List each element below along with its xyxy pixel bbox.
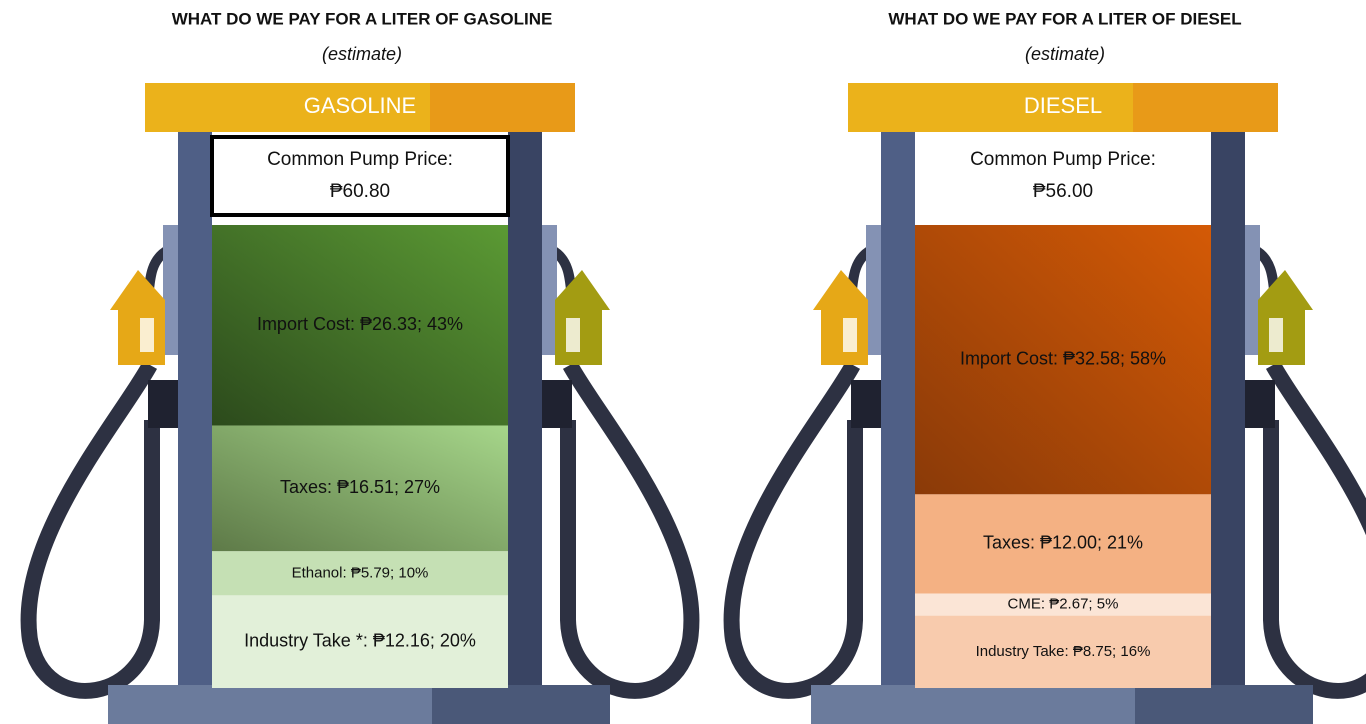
side-plate <box>541 225 557 355</box>
segment-label: Taxes: ₱12.00; 21% <box>983 533 1143 553</box>
pump-base <box>811 685 1135 724</box>
pump-header <box>1133 83 1278 132</box>
price-caption: Common Pump Price: <box>970 149 1156 170</box>
pump-column <box>508 130 542 690</box>
nozzle-grip <box>566 318 580 352</box>
segment-label: Industry Take *: ₱12.16; 20% <box>244 630 476 650</box>
pump-column <box>1211 130 1245 690</box>
pump-column <box>881 130 915 690</box>
hose <box>1271 365 1366 691</box>
hose <box>568 365 691 691</box>
pump-column <box>178 130 212 690</box>
hose <box>732 365 855 691</box>
pump-base <box>1135 685 1313 724</box>
infographic: GASOLINE WHAT DO WE PAY FOR A LITER OF GA… <box>0 0 1366 724</box>
price-label: ₱56.00 <box>1033 181 1093 202</box>
nozzle-grip <box>140 318 154 352</box>
price-caption: Common Pump Price: <box>267 149 453 170</box>
segment-label: Import Cost: ₱32.58; 58% <box>960 348 1166 368</box>
holder <box>540 380 572 428</box>
holder <box>851 380 883 428</box>
chart-title: WHAT DO WE PAY FOR A LITER OF DIESEL <box>888 9 1241 28</box>
pump-header <box>430 83 575 132</box>
nozzle <box>555 270 610 365</box>
side-plate <box>163 225 179 355</box>
chart-subtitle: (estimate) <box>322 44 402 64</box>
chart-title: WHAT DO WE PAY FOR A LITER OF GASOLINE <box>172 9 553 28</box>
side-plate <box>866 225 882 355</box>
nozzle <box>813 270 868 365</box>
segment-label: Industry Take: ₱8.75; 16% <box>976 643 1151 660</box>
segment-label: Import Cost: ₱26.33; 43% <box>257 314 463 334</box>
hose <box>29 365 152 691</box>
pump-header-label: DIESEL <box>1024 93 1102 118</box>
side-plate <box>1244 225 1260 355</box>
holder <box>1243 380 1275 428</box>
chart-subtitle: (estimate) <box>1025 44 1105 64</box>
segment-label: Ethanol: ₱5.79; 10% <box>292 564 429 581</box>
pump-base <box>108 685 432 724</box>
pump-base <box>432 685 610 724</box>
nozzle <box>110 270 165 365</box>
nozzle-grip <box>843 318 857 352</box>
nozzle-grip <box>1269 318 1283 352</box>
segment-label: CME: ₱2.67; 5% <box>1008 596 1119 613</box>
pump-header-label: GASOLINE <box>304 93 416 118</box>
nozzle <box>1258 270 1313 365</box>
holder <box>148 380 180 428</box>
segment-label: Taxes: ₱16.51; 27% <box>280 477 440 497</box>
price-label: ₱60.80 <box>330 181 390 202</box>
